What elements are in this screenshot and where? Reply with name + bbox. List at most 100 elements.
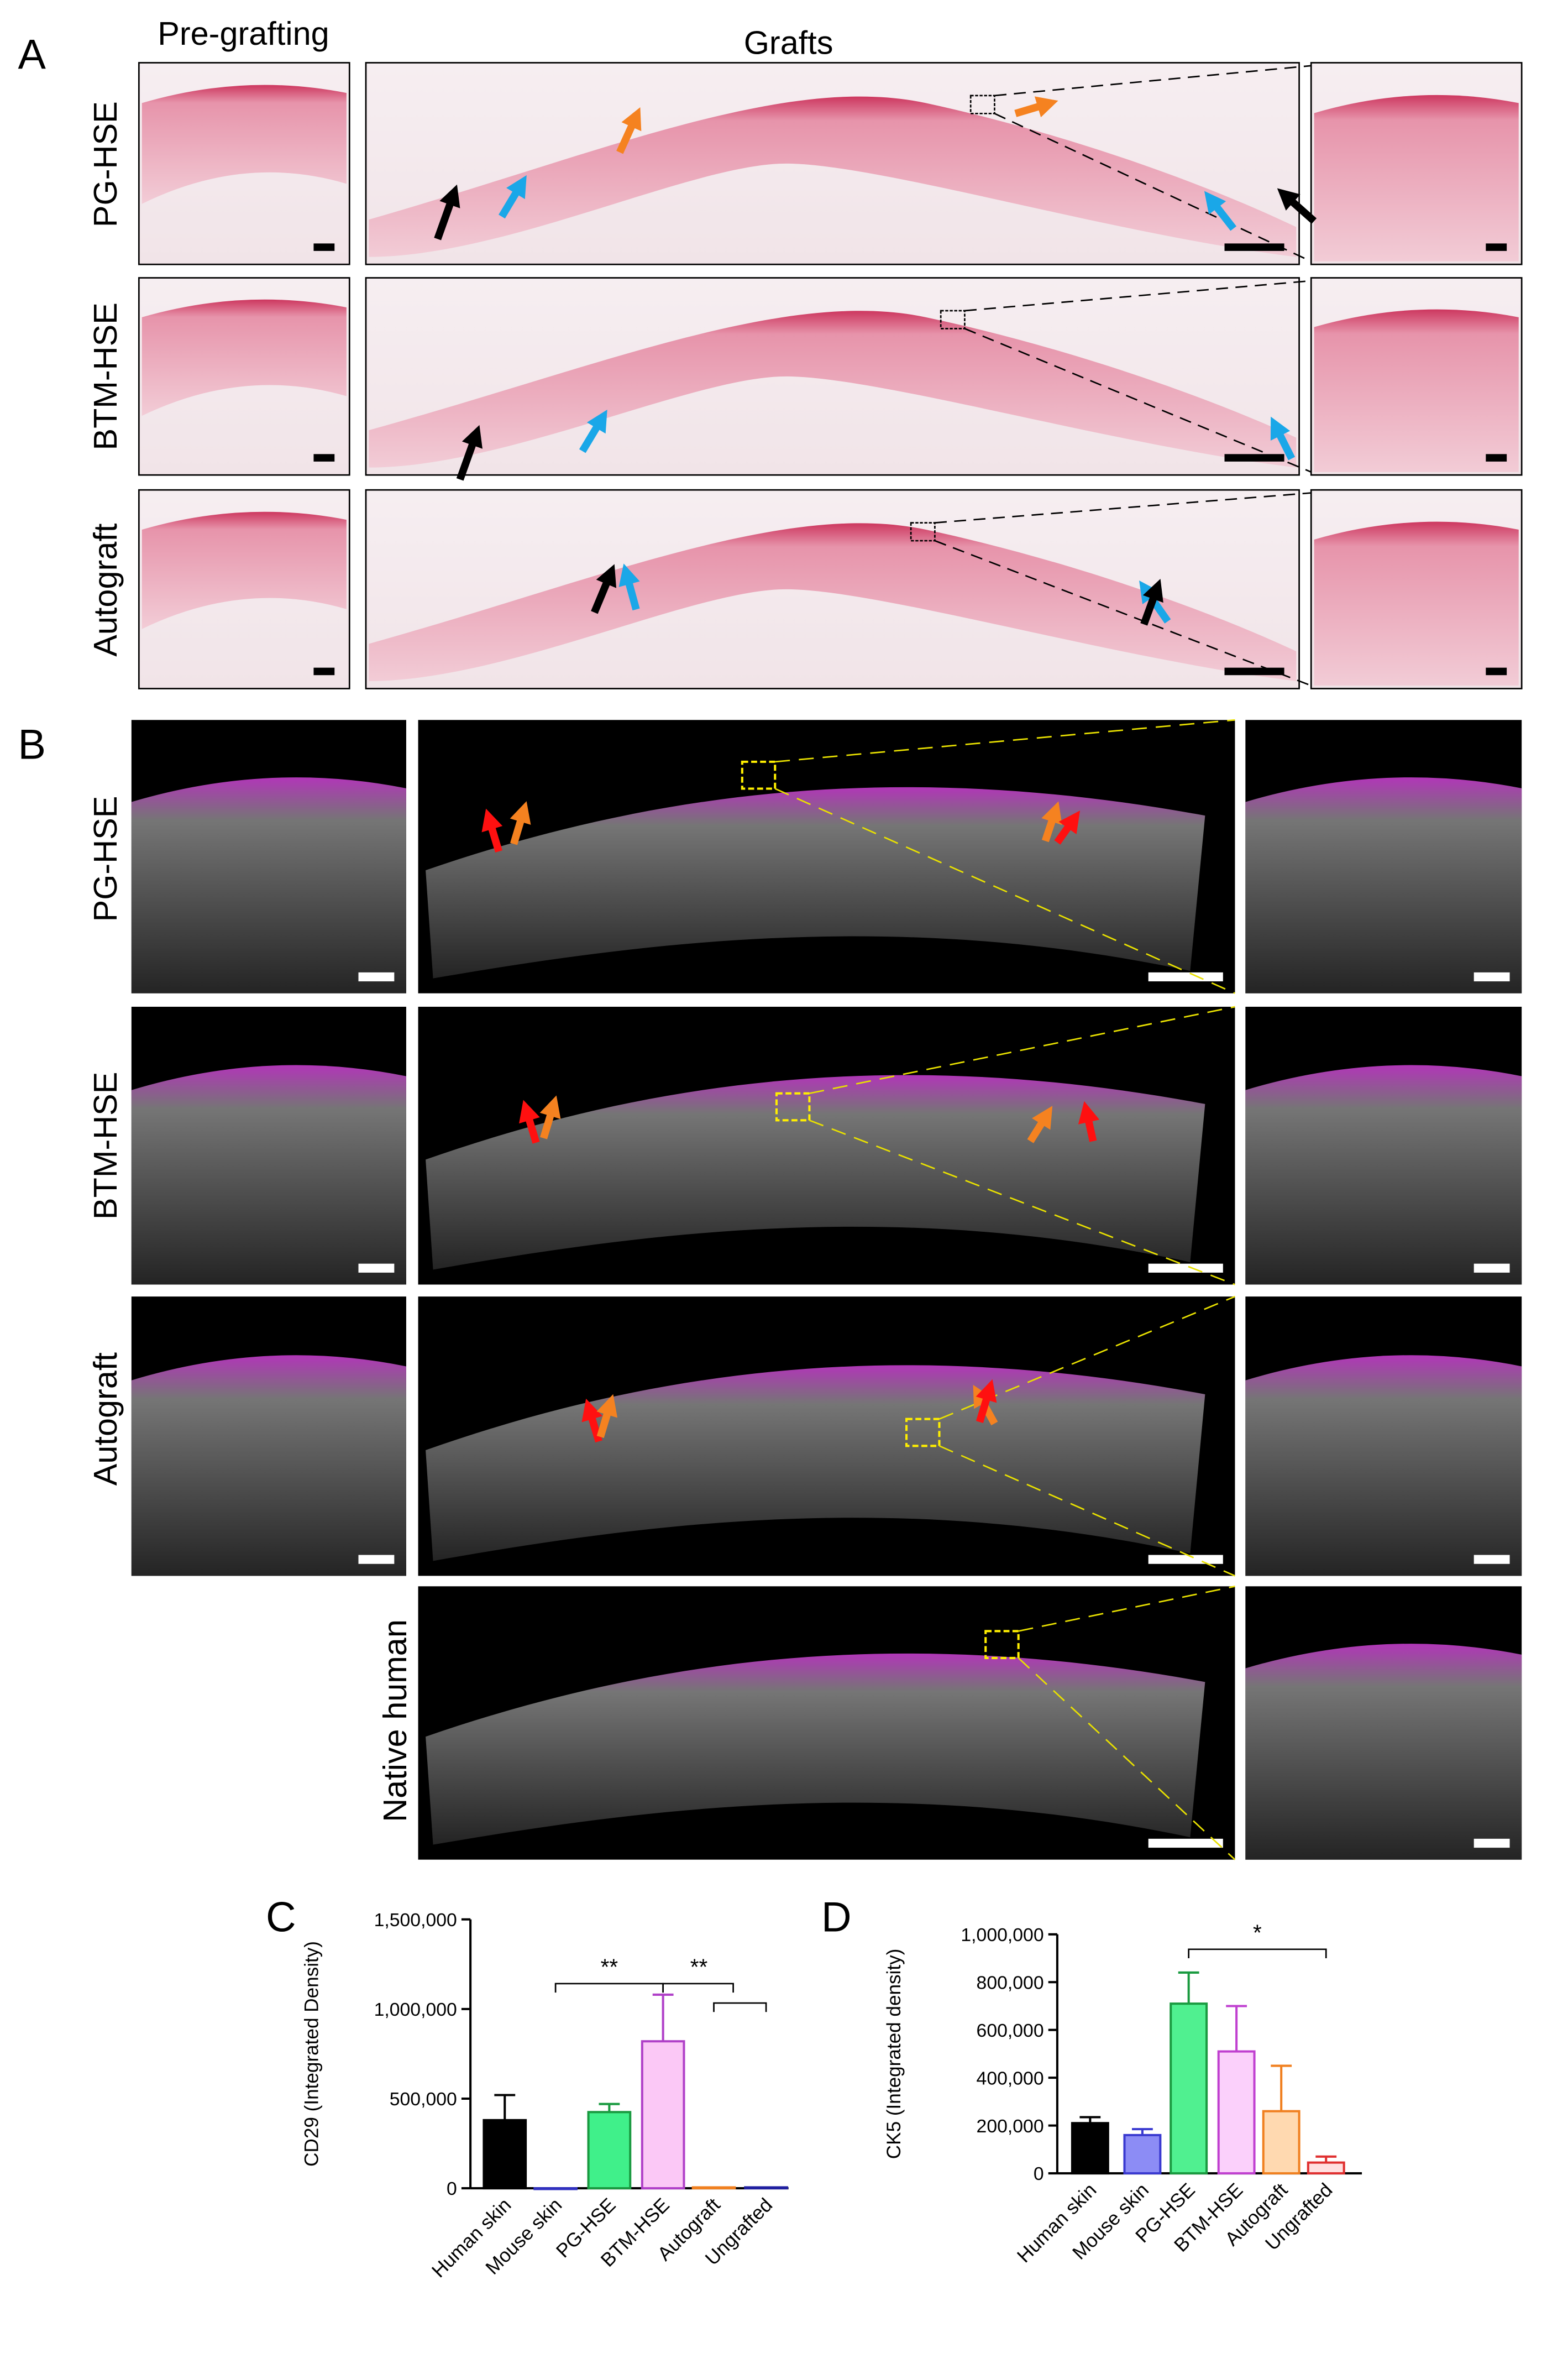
scale-bar [313,667,335,676]
panel-letter: B [18,721,45,768]
zoom-line [775,719,1235,763]
arrow-head [439,184,460,208]
panel-letter: C [266,1894,296,1941]
y-tick-label: 200,000 [977,2116,1044,2137]
row-label: BTM-HSE [87,302,124,450]
zoom-line [934,540,1312,687]
panel-letter: D [821,1894,852,1941]
tissue [369,523,1297,682]
scale-bar [1224,454,1284,462]
arrow-head [596,564,617,588]
zoom-box [984,1630,1020,1659]
arrow-head [1034,96,1058,118]
zoom-line [1018,1657,1236,1860]
scale-bar [358,1555,395,1564]
scale-bar [1473,1838,1510,1848]
zoom-line [938,1445,1235,1577]
tissue-signal [1245,777,1522,993]
scale-bar [313,454,335,462]
tissue-signal [426,787,1205,979]
arrow-head [1032,1106,1053,1130]
bar [483,2119,527,2190]
y-tick-label: 1,000,000 [961,1925,1043,1946]
arrow-head [618,563,640,587]
scale-bar [1224,667,1284,676]
significance-label: ** [601,1954,618,1980]
arrow-head [1058,810,1081,835]
y-tick-label: 1,500,000 [374,1910,457,1931]
y-axis-label: CK5 (Integrated density) [883,1949,905,2159]
scale-bar [1473,1263,1510,1273]
tissue [141,299,347,416]
tissue-signal [1245,1355,1522,1576]
scale-bar [1148,972,1223,982]
group-bracket [713,2002,767,2012]
error-bar [1271,2064,1292,2111]
arrow-head [481,808,503,833]
scale-bar [1148,1555,1223,1564]
arrow-head [1270,416,1291,441]
arrow-head [1041,801,1062,825]
error-bar [1079,2116,1101,2124]
zoom-box [775,1092,811,1122]
error-bar [652,1993,674,2042]
arrow-head [586,410,607,434]
row-label: Native human [376,1619,413,1822]
y-tick-label: 400,000 [977,2068,1044,2089]
arrow-head [539,1095,561,1120]
bar [1307,2161,1345,2175]
tissue [1314,309,1519,472]
bar [1217,2050,1256,2175]
tissue-signal [426,1365,1205,1561]
bar [1123,2133,1162,2175]
significance-bracket [662,1983,734,1993]
tissue-signal [426,1075,1205,1270]
scale-bar [1486,667,1507,676]
tissue-signal [426,1653,1205,1845]
tissue [141,511,347,629]
arrow-head [976,1379,997,1403]
zoom-line [809,1120,1235,1285]
significance-label: * [1253,1920,1262,1946]
y-axis-label: CD29 (Integrated Density) [301,1941,323,2167]
y-tick-label: 600,000 [977,2020,1044,2041]
row-label: Autograft [87,1352,124,1486]
y-tick-label: 1,000,000 [374,1999,457,2020]
row-label: PG-HSE [87,101,124,227]
bar [1262,2110,1300,2175]
significance-label: ** [690,1954,708,1980]
y-tick-label: 800,000 [977,1972,1044,1993]
zoom-box [940,310,966,330]
arrow-head [621,107,642,132]
arrow-head [1142,579,1163,603]
scale-bar [1473,1555,1510,1564]
bar [744,2186,788,2190]
tissue-signal [1245,1644,1522,1860]
error-bar [1226,2005,1247,2052]
arrow-head [581,1398,603,1423]
bar [641,2040,685,2190]
error-bar [1132,2128,1153,2135]
zoom-line [1018,1585,1235,1632]
row-label: BTM-HSE [87,1072,124,1220]
tissue-signal [1245,1065,1522,1285]
column-title: Pre-grafting [158,15,329,52]
tissue-signal [131,777,406,993]
arrow-head [510,801,531,825]
error-bar [494,2094,516,2120]
bar [587,2111,632,2190]
arrow-head [506,175,527,200]
column-title: Grafts [744,24,833,61]
tissue-signal [131,1355,406,1576]
zoom-line [809,1006,1235,1095]
error-bar [599,2103,620,2112]
bar [691,2186,736,2190]
zoom-line [994,65,1312,97]
zoom-line [964,328,1312,473]
zoom-box [910,522,936,542]
tissue-signal [131,1065,406,1285]
arrow-head [519,1100,540,1124]
row-label: Autograft [87,523,124,657]
y-tick-label: 500,000 [390,2089,457,2110]
